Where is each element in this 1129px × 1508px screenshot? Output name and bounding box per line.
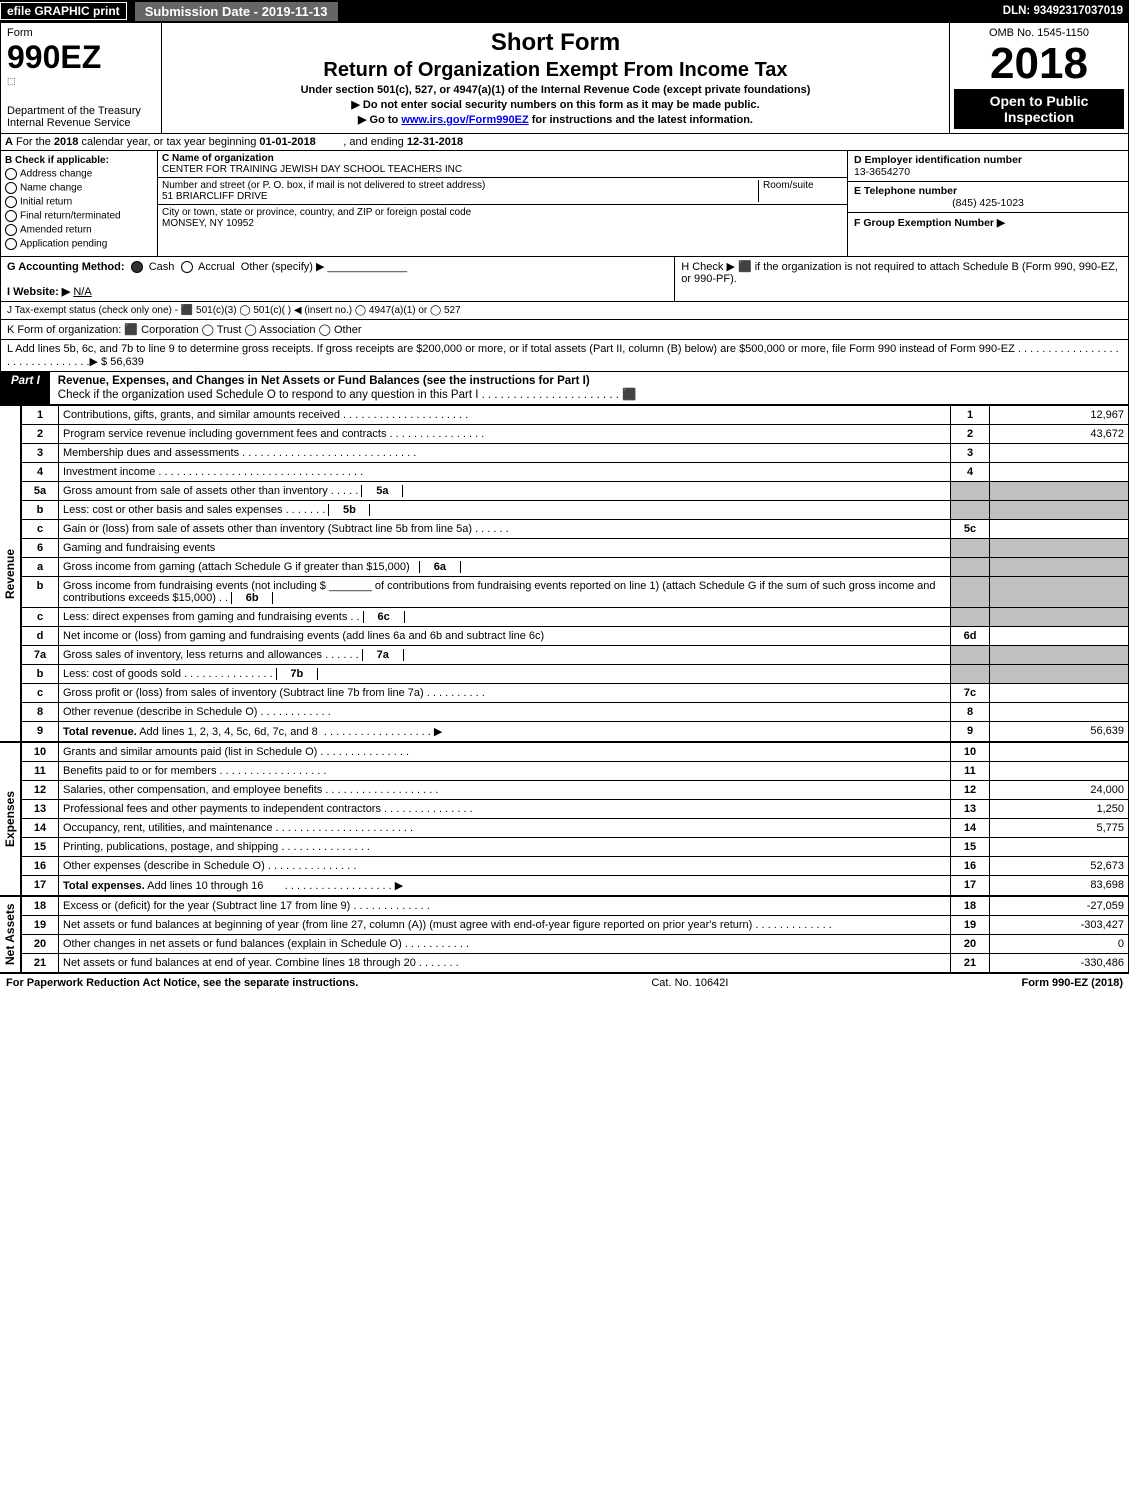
irs-label: Internal Revenue Service <box>7 117 155 129</box>
line-5c: cGain or (loss) from sale of assets othe… <box>22 520 1129 539</box>
footer-form-ref: Form 990-EZ (2018) <box>1021 977 1123 989</box>
city-value: MONSEY, NY 10952 <box>162 218 254 229</box>
ein-value: 13-3654270 <box>854 166 910 178</box>
header-left-col: Form 990EZ ⬚ Department of the Treasury … <box>1 23 162 133</box>
net-assets-section: Net Assets 18Excess or (deficit) for the… <box>0 896 1129 973</box>
city-label: City or town, state or province, country… <box>162 207 471 218</box>
street-label: Number and street (or P. O. box, if mail… <box>162 180 485 191</box>
box-c-org-info: C Name of organization CENTER FOR TRAINI… <box>158 151 847 256</box>
side-label-revenue: Revenue <box>0 405 21 742</box>
line-18: 18Excess or (deficit) for the year (Subt… <box>22 897 1129 916</box>
part-i-check-line: Check if the organization used Schedule … <box>58 389 637 401</box>
line-1: 1Contributions, gifts, grants, and simil… <box>22 406 1129 425</box>
check-name-change[interactable]: Name change <box>5 182 153 194</box>
line-l: L Add lines 5b, 6c, and 7b to line 9 to … <box>1 340 1128 371</box>
header-right-col: OMB No. 1545-1150 2018 Open to Public In… <box>949 23 1128 133</box>
footer-cat-no: Cat. No. 10642I <box>651 977 728 989</box>
form-label: Form <box>7 27 155 39</box>
check-initial-return[interactable]: Initial return <box>5 196 153 208</box>
box-e-label: E Telephone number <box>854 185 957 197</box>
line-6d: dNet income or (loss) from gaming and fu… <box>22 627 1129 646</box>
line-6a: aGross income from gaming (attach Schedu… <box>22 558 1129 577</box>
expenses-section: Expenses 10Grants and similar amounts pa… <box>0 742 1129 896</box>
irs-link[interactable]: www.irs.gov/Form990EZ <box>401 114 528 126</box>
side-label-net-assets: Net Assets <box>0 896 21 973</box>
info-block: B Check if applicable: Address change Na… <box>0 151 1129 257</box>
line-4: 4Investment income . . . . . . . . . . .… <box>22 463 1129 482</box>
part-i-num: Part I <box>1 372 50 404</box>
note-link: ▶ Go to www.irs.gov/Form990EZ for instru… <box>166 113 945 126</box>
dln-label: DLN: 93492317037019 <box>1003 5 1129 17</box>
line-3: 3Membership dues and assessments . . . .… <box>22 444 1129 463</box>
title-short-form: Short Form <box>166 29 945 57</box>
line-11: 11Benefits paid to or for members . . . … <box>22 762 1129 781</box>
line-14: 14Occupancy, rent, utilities, and mainte… <box>22 819 1129 838</box>
street-value: 51 BRIARCLIFF DRIVE <box>162 191 268 202</box>
submission-date-label: Submission Date - 2019-11-13 <box>135 2 338 21</box>
side-label-expenses: Expenses <box>0 742 21 896</box>
header-center: Short Form Return of Organization Exempt… <box>162 23 949 133</box>
box-def: D Employer identification number 13-3654… <box>847 151 1128 256</box>
form-header: Form 990EZ ⬚ Department of the Treasury … <box>0 22 1129 134</box>
page-footer: For Paperwork Reduction Act Notice, see … <box>0 973 1129 992</box>
line-20: 20Other changes in net assets or fund ba… <box>22 935 1129 954</box>
line-5b: bLess: cost or other basis and sales exp… <box>22 501 1129 520</box>
box-d-label: D Employer identification number <box>854 154 1022 166</box>
line-7b: bLess: cost of goods sold . . . . . . . … <box>22 665 1129 684</box>
tax-year: 2018 <box>954 39 1124 89</box>
website-value: N/A <box>73 286 91 298</box>
subtitle-text: Under section 501(c), 527, or 4947(a)(1)… <box>166 84 945 96</box>
check-cash[interactable] <box>131 261 143 273</box>
line-g-h-row: G Accounting Method: Cash Accrual Other … <box>0 257 1129 302</box>
revenue-section: Revenue 1Contributions, gifts, grants, a… <box>0 405 1129 742</box>
line-21: 21Net assets or fund balances at end of … <box>22 954 1129 973</box>
org-name: CENTER FOR TRAINING JEWISH DAY SCHOOL TE… <box>162 164 462 175</box>
dept-label: Department of the Treasury <box>7 105 155 117</box>
box-b-title: B Check if applicable: <box>5 155 109 166</box>
note-ssn: ▶ Do not enter social security numbers o… <box>166 98 945 111</box>
check-application-pending[interactable]: Application pending <box>5 238 153 250</box>
line-5a: 5aGross amount from sale of assets other… <box>22 482 1129 501</box>
efile-print-button[interactable]: efile GRAPHIC print <box>0 2 127 20</box>
room-suite-label: Room/suite <box>758 180 843 202</box>
omb-number: OMB No. 1545-1150 <box>954 27 1124 39</box>
line-6c: cLess: direct expenses from gaming and f… <box>22 608 1129 627</box>
line-10: 10Grants and similar amounts paid (list … <box>22 743 1129 762</box>
line-13: 13Professional fees and other payments t… <box>22 800 1129 819</box>
check-final-return[interactable]: Final return/terminated <box>5 210 153 222</box>
title-return: Return of Organization Exempt From Incom… <box>166 59 945 82</box>
line-8: 8Other revenue (describe in Schedule O) … <box>22 703 1129 722</box>
line-g-label: G Accounting Method: <box>7 261 125 273</box>
box-f-label: F Group Exemption Number ▶ <box>854 217 1005 229</box>
line-16: 16Other expenses (describe in Schedule O… <box>22 857 1129 876</box>
line-9: 9Total revenue. Add lines 1, 2, 3, 4, 5c… <box>22 722 1129 742</box>
part-i-title: Revenue, Expenses, and Changes in Net As… <box>58 375 590 387</box>
phone-value: (845) 425-1023 <box>854 197 1122 209</box>
line-15: 15Printing, publications, postage, and s… <box>22 838 1129 857</box>
line-12: 12Salaries, other compensation, and empl… <box>22 781 1129 800</box>
line-19: 19Net assets or fund balances at beginni… <box>22 916 1129 935</box>
check-amended-return[interactable]: Amended return <box>5 224 153 236</box>
box-c-label: C Name of organization <box>162 153 274 164</box>
line-7a: 7aGross sales of inventory, less returns… <box>22 646 1129 665</box>
box-b-checks: B Check if applicable: Address change Na… <box>1 151 158 256</box>
line-7c: cGross profit or (loss) from sales of in… <box>22 684 1129 703</box>
line-a-tax-year: A For the 2018 calendar year, or tax yea… <box>0 134 1129 151</box>
check-address-change[interactable]: Address change <box>5 168 153 180</box>
line-j: J Tax-exempt status (check only one) - ⬛… <box>1 302 1128 319</box>
line-i-label: I Website: ▶ <box>7 286 70 298</box>
part-i-header: Part I Revenue, Expenses, and Changes in… <box>0 372 1129 405</box>
check-accrual[interactable] <box>181 261 193 273</box>
footer-left: For Paperwork Reduction Act Notice, see … <box>6 977 358 989</box>
form-number: 990EZ <box>7 39 155 76</box>
line-h-text: H Check ▶ ⬛ if the organization is not r… <box>681 261 1118 285</box>
line-6b: bGross income from fundraising events (n… <box>22 577 1129 608</box>
line-k: K Form of organization: ⬛ Corporation ◯ … <box>1 320 1128 339</box>
top-bar: efile GRAPHIC print Submission Date - 20… <box>0 0 1129 22</box>
line-17: 17Total expenses. Add lines 10 through 1… <box>22 876 1129 896</box>
line-2: 2Program service revenue including gover… <box>22 425 1129 444</box>
line-6: 6Gaming and fundraising events <box>22 539 1129 558</box>
open-public-box: Open to Public Inspection <box>954 89 1124 129</box>
